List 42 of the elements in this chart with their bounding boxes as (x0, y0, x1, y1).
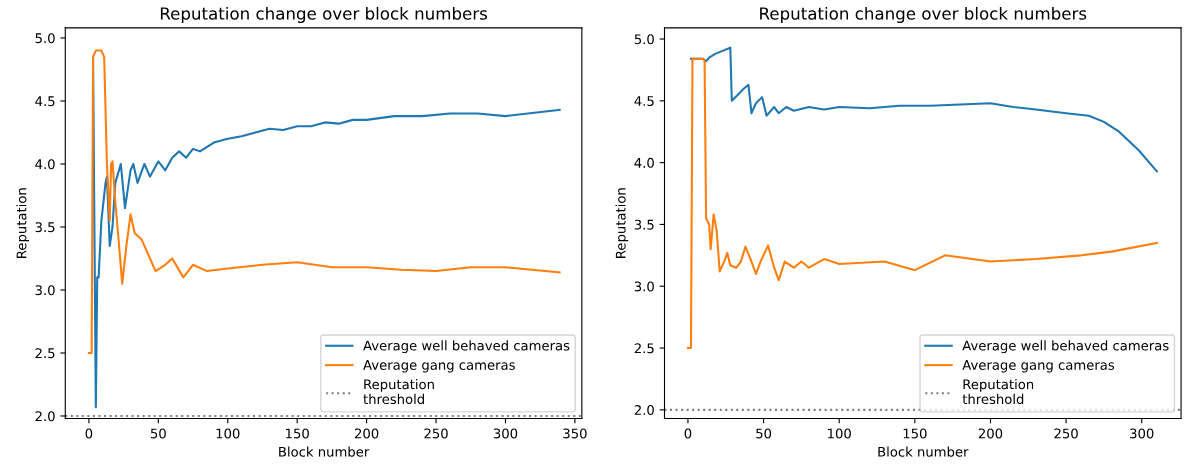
y-tick-label: 3.5 (634, 219, 654, 230)
x-tick-label: 150 (903, 428, 927, 439)
y-tick-label: 3.5 (35, 222, 55, 233)
y-axis-title: Reputation (16, 188, 30, 258)
x-axis-title: Block number (878, 446, 969, 457)
y-tick-label: 5.0 (35, 33, 55, 44)
x-tick-label: 100 (216, 428, 240, 439)
chart-title: Reputation change over block numbers (760, 6, 1087, 24)
x-tick-label: 200 (354, 428, 379, 439)
y-axis-title: Reputation (615, 188, 629, 258)
x-tick-label: 200 (978, 428, 1003, 439)
legend-label: Average well behaved cameras (363, 340, 570, 354)
y-tick-label: 4.5 (35, 96, 55, 107)
y-tick-label: 2.0 (634, 405, 654, 416)
y-tick-label: 2.5 (634, 343, 654, 354)
y-tick-label: 2.5 (35, 348, 55, 359)
x-tick-label: 350 (563, 428, 587, 439)
x-axis-title: Block number (279, 446, 370, 457)
chart-title: Reputation change over block numbers (160, 6, 488, 24)
x-tick-label: 300 (493, 428, 518, 439)
x-tick-label: 250 (1054, 428, 1078, 439)
legend-label: Reputation threshold (962, 379, 1034, 405)
x-tick-label: 300 (1130, 428, 1154, 439)
x-tick-label: 0 (684, 428, 692, 439)
x-tick-label: 0 (85, 428, 93, 439)
legend-label: Average well behaved cameras (962, 340, 1169, 354)
legend-label: Reputation threshold (363, 379, 434, 405)
x-tick-label: 250 (424, 428, 448, 439)
legend-label: Average gang cameras (962, 360, 1115, 373)
line-series (689, 46, 1158, 173)
x-tick-label: 50 (756, 428, 772, 439)
legend-label: Average gang cameras (363, 360, 515, 373)
x-tick-label: 50 (150, 428, 166, 439)
y-tick-label: 3.0 (634, 281, 654, 292)
x-tick-label: 100 (828, 428, 851, 439)
x-tick-label: 150 (286, 428, 309, 439)
y-tick-label: 4.0 (634, 157, 654, 168)
y-tick-label: 4.5 (634, 96, 654, 107)
y-tick-label: 4.0 (35, 159, 55, 170)
y-tick-label: 2.0 (35, 411, 55, 422)
y-tick-label: 5.0 (634, 34, 654, 45)
y-tick-label: 3.0 (35, 285, 55, 296)
